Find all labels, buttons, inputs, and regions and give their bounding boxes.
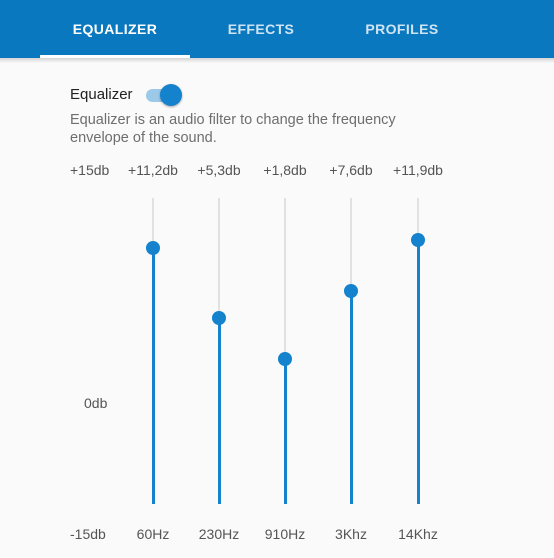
slider-thumb[interactable] xyxy=(411,233,425,247)
band-frequency-label: 910Hz xyxy=(264,526,306,542)
slider-thumb[interactable] xyxy=(146,241,160,256)
band-value-label: +11,9db xyxy=(393,162,443,178)
min-db-label: -15db xyxy=(70,526,106,542)
slider-fill xyxy=(217,317,221,504)
slider-fill xyxy=(416,240,420,504)
band-frequency-label: 60Hz xyxy=(136,526,170,542)
band-slider-60hz[interactable] xyxy=(141,198,165,504)
band-value-label: +1,8db xyxy=(263,162,307,178)
tab-effects-label: EFFECTS xyxy=(227,21,295,37)
tab-equalizer[interactable]: EQUALIZER xyxy=(40,0,190,58)
tab-equalizer-label: EQUALIZER xyxy=(72,21,158,37)
band-value-label: +5,3db xyxy=(197,162,241,178)
band-value-label: +11,2db xyxy=(128,162,178,178)
slider-thumb[interactable] xyxy=(278,351,292,366)
tab-profiles-label: PROFILES xyxy=(365,21,439,37)
equalizer-toggle[interactable] xyxy=(144,84,182,106)
slider-thumb[interactable] xyxy=(212,310,226,325)
band-slider-910hz[interactable] xyxy=(273,198,297,504)
slider-fill xyxy=(151,248,155,504)
slider-thumb[interactable] xyxy=(344,283,358,298)
zero-db-label: 0db xyxy=(84,395,108,411)
equalizer-description: Equalizer is an audio filter to change t… xyxy=(70,112,396,146)
active-tab-indicator xyxy=(40,55,190,58)
band-frequency-label: 14Khz xyxy=(398,526,438,542)
band-frequency-label: 3Khz xyxy=(335,526,367,542)
slider-fill xyxy=(283,358,287,504)
equalizer-title: Equalizer xyxy=(70,86,133,103)
slider-track xyxy=(284,198,286,504)
slider-fill xyxy=(349,290,353,504)
band-slider-14khz[interactable] xyxy=(406,198,430,504)
band-slider-230hz[interactable] xyxy=(207,198,231,504)
band-value-label: +7,6db xyxy=(329,162,373,178)
tab-bar: EQUALIZER EFFECTS PROFILES xyxy=(0,0,554,58)
band-frequency-label: 230Hz xyxy=(198,526,240,542)
tab-profiles[interactable]: PROFILES xyxy=(327,0,477,58)
max-db-label: +15db xyxy=(70,162,110,178)
tab-bar-shadow xyxy=(0,58,554,63)
toggle-thumb xyxy=(160,84,182,106)
band-slider-3khz[interactable] xyxy=(339,198,363,504)
tab-effects[interactable]: EFFECTS xyxy=(186,0,336,58)
